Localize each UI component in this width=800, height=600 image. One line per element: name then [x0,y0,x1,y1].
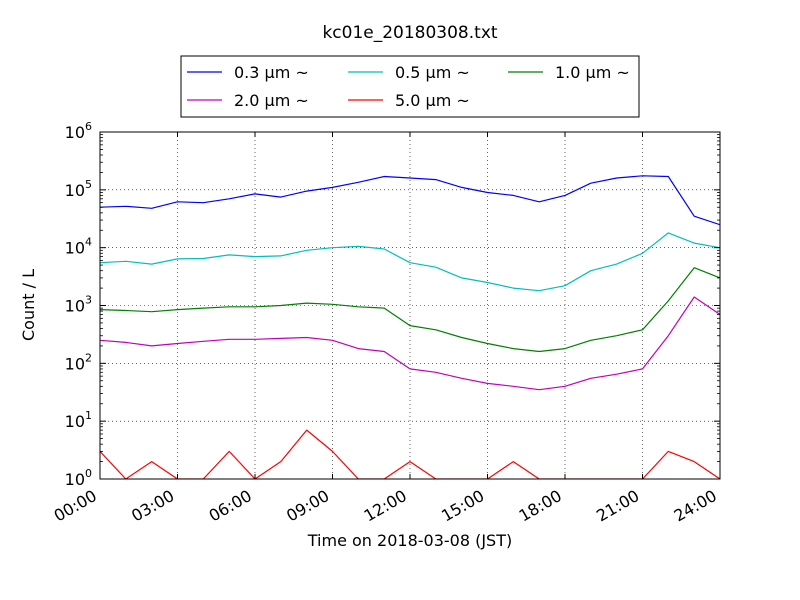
y-tick-label-exponent: 1 [85,409,92,422]
series-line-3 [100,267,720,353]
y-tick-label-exponent: 4 [85,236,92,249]
legend-label: 1.0 μm ~ [555,63,630,82]
y-tick-label: 102 [65,351,92,373]
y-tick-label: 106 [65,120,92,142]
y-tick-label-base: 10 [65,123,85,142]
y-tick-label-exponent: 6 [85,120,92,133]
y-tick-label: 104 [65,236,92,258]
y-tick-label-base: 10 [65,239,85,258]
legend: 0.3 μm ~ 0.5 μm ~ 1.0 μm ~ 2.0 μm ~ 5.0 μm ~ [180,55,640,118]
y-tick-label-base: 10 [65,354,85,373]
legend-label: 5.0 μm ~ [395,91,470,110]
y-tick-label: 100 [65,467,92,489]
y-tick-label-base: 10 [65,470,85,489]
legend-label: 0.3 μm ~ [234,63,309,82]
series-line-2 [100,232,720,292]
y-tick-label: 103 [65,294,92,316]
y-tick-label: 105 [65,178,92,200]
y-tick-label-exponent: 5 [85,178,92,191]
axis-ticks [99,131,721,480]
series-line-1 [100,175,720,226]
y-tick-label-exponent: 2 [85,351,92,364]
y-axis-label: Count / L [19,269,38,341]
x-axis-label: Time on 2018-03-08 (JST) [307,531,512,550]
y-tick-label-exponent: 0 [85,467,92,480]
chart-title: kc01e_20180308.txt [322,23,497,43]
y-tick-label-base: 10 [65,297,85,316]
legend-label: 2.0 μm ~ [234,91,309,110]
legend-label: 0.5 μm ~ [395,63,470,82]
y-tick-label-exponent: 3 [85,294,92,307]
series-line-5 [100,429,720,479]
series-line-4 [100,296,720,391]
legend-box [180,55,640,118]
y-tick-label-base: 10 [65,181,85,200]
y-tick-label: 101 [65,409,92,431]
grid-lines [100,132,720,479]
series-layer [100,175,720,479]
y-tick-label-base: 10 [65,412,85,431]
